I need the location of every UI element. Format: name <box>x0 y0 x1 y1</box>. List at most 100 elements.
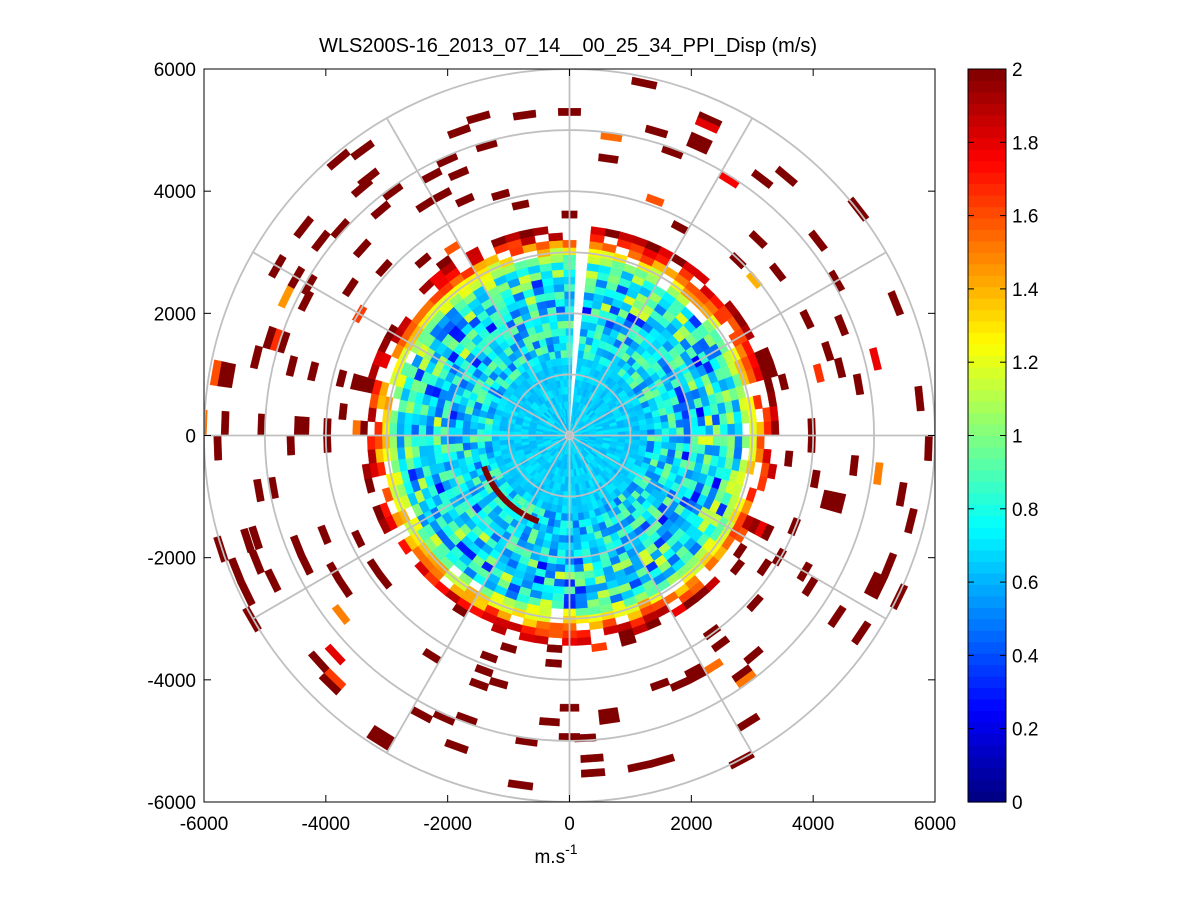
ppi-cell <box>307 361 320 382</box>
ppi-cell <box>553 342 561 352</box>
ppi-cell <box>575 607 589 617</box>
ppi-cell <box>734 435 743 448</box>
ppi-cell <box>326 148 351 171</box>
ppi-cell <box>454 435 463 444</box>
ppi-cell <box>476 435 485 443</box>
colorbar-band <box>968 298 1006 311</box>
colorbar-band <box>968 458 1006 471</box>
ppi-cell <box>553 578 565 588</box>
colorbar-band <box>968 721 1006 734</box>
ppi-cell <box>827 604 847 629</box>
colorbar-band <box>968 538 1006 551</box>
ppi-cell <box>317 524 332 546</box>
ppi-cell <box>762 448 772 464</box>
ppi-cell <box>849 455 860 477</box>
y-tick-label: 2000 <box>154 304 196 325</box>
colorbar-band <box>968 378 1006 391</box>
ppi-cell <box>462 420 471 429</box>
polar-grid-spoke <box>252 251 570 437</box>
ppi-cell <box>645 193 665 207</box>
ppi-cell <box>574 578 586 588</box>
ppi-cell <box>675 419 684 429</box>
ppi-sparse-cell <box>240 527 255 554</box>
ppi-cell <box>704 444 714 456</box>
colorbar-band <box>968 149 1006 162</box>
colorbar-band <box>968 389 1006 402</box>
ppi-arc-cell <box>481 465 488 471</box>
ppi-cell <box>693 269 710 286</box>
ppi-cell <box>746 593 764 613</box>
ppi-sparse-cell <box>748 230 768 250</box>
ppi-cell <box>293 415 303 436</box>
ppi-cell <box>591 642 608 653</box>
ppi-cell <box>551 600 564 610</box>
ppi-cell <box>499 642 518 654</box>
ppi-cell <box>676 435 685 444</box>
polar-grid-spoke <box>568 117 754 436</box>
ppi-cell <box>411 413 421 426</box>
ppi-cell <box>756 421 765 436</box>
ppi-cell <box>366 558 383 577</box>
ppi-cell <box>579 533 589 543</box>
x-axis: -6000 -4000 -2000 0 2000 4000 6000 <box>180 69 956 835</box>
ppi-cell <box>718 445 728 458</box>
ppi-cell <box>367 407 377 423</box>
ppi-cell <box>425 425 434 436</box>
ppi-sparse-cell <box>357 167 380 188</box>
ppi-cell <box>711 414 721 426</box>
colorbar-band <box>968 572 1006 585</box>
ppi-cell <box>833 357 847 379</box>
ppi-cell <box>756 475 768 492</box>
ppi-cell <box>403 412 413 425</box>
ppi-cell <box>548 239 564 249</box>
ppi-sparse-cell <box>873 462 884 486</box>
colorbar-band <box>968 595 1006 608</box>
ppi-cell <box>571 491 577 500</box>
ppi-cell <box>726 412 736 425</box>
ppi-cell <box>580 753 604 763</box>
ppi-cell <box>293 215 315 239</box>
ppi-sparse-cell <box>694 116 720 134</box>
ppi-cell <box>506 439 515 445</box>
ppi-cell <box>558 327 567 337</box>
x-tick-label: 2000 <box>670 814 712 835</box>
ppi-cell <box>468 677 490 692</box>
ppi-cell <box>433 416 442 427</box>
colorbar-band <box>968 481 1006 494</box>
colorbar-band <box>968 687 1006 700</box>
ppi-cell <box>561 357 568 366</box>
ppi-cell <box>654 428 663 436</box>
ppi-cell <box>209 359 222 387</box>
ppi-cell <box>580 541 590 550</box>
ppi-cell <box>551 269 565 278</box>
ppi-cell <box>649 677 671 692</box>
y-tick-label: 6000 <box>154 60 196 81</box>
ppi-cell <box>705 425 714 436</box>
ppi-cell <box>627 760 653 773</box>
ppi-cell <box>763 421 772 436</box>
ppi-cell <box>388 422 398 436</box>
ppi-cell <box>372 504 385 522</box>
ppi-cell <box>577 512 585 521</box>
ppi-cell <box>555 357 563 366</box>
x-tick-label: -2000 <box>423 814 472 835</box>
colorbar-tick-label: 1 <box>1012 427 1023 448</box>
ppi-cell <box>323 418 332 436</box>
ppi-cell <box>552 585 565 595</box>
ppi-cell <box>777 373 790 391</box>
ppi-cell <box>769 406 779 422</box>
ppi-sparse-cell <box>220 410 230 436</box>
ppi-cell <box>388 435 398 449</box>
ppi-cell <box>559 520 567 529</box>
ppi-cell <box>799 309 815 330</box>
colorbar-band <box>968 469 1006 482</box>
ppi-cell <box>580 321 590 330</box>
ppi-cell <box>507 779 534 791</box>
colorbar-tick-label: 0.4 <box>1012 646 1039 667</box>
ppi-cell <box>809 469 821 489</box>
ppi-cell <box>733 446 743 460</box>
y-tick-label: 0 <box>185 427 196 448</box>
ppi-cell <box>548 232 563 242</box>
ppi-cell <box>418 414 428 426</box>
colorbar-band <box>968 790 1006 803</box>
